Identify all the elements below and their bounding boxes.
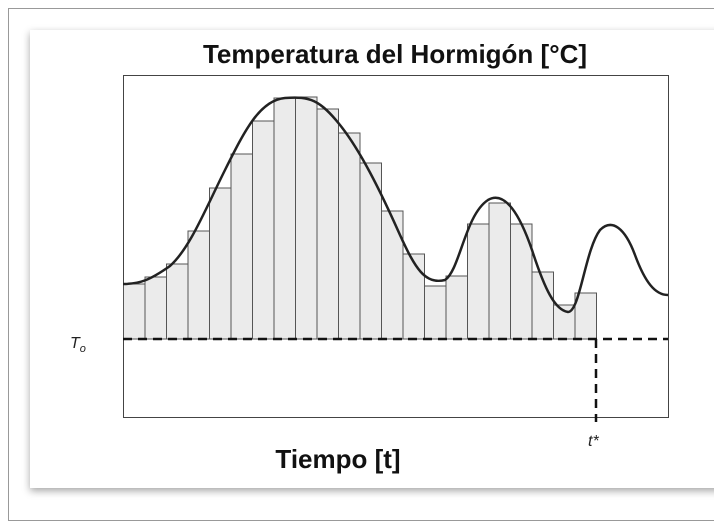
bar: [467, 223, 490, 340]
bar: [252, 120, 275, 340]
bar: [316, 108, 339, 340]
title: Temperatura del Hormigón [°C]: [203, 39, 587, 69]
bar: [123, 283, 146, 340]
bar: [402, 253, 425, 340]
bar: [488, 202, 511, 340]
bar: [166, 263, 189, 340]
bar: [187, 230, 210, 340]
plot-frame: [123, 75, 669, 418]
bar: [424, 285, 447, 340]
end-time-label: t*: [588, 433, 599, 450]
reference-symbol: T: [70, 335, 81, 352]
bar: [209, 187, 232, 340]
bar: [381, 210, 404, 340]
bar: [230, 153, 253, 340]
bar: [445, 275, 468, 340]
histogram: [123, 96, 597, 340]
x-label: Tiempo [t]: [275, 444, 400, 474]
temperature-curve: [122, 96, 669, 314]
bar: [574, 292, 597, 340]
reference-label: To: [70, 335, 86, 355]
bar: [338, 132, 361, 340]
bar: [295, 96, 318, 340]
reference-subscript: o: [80, 343, 86, 355]
bar: [144, 276, 167, 340]
bar: [273, 97, 296, 340]
